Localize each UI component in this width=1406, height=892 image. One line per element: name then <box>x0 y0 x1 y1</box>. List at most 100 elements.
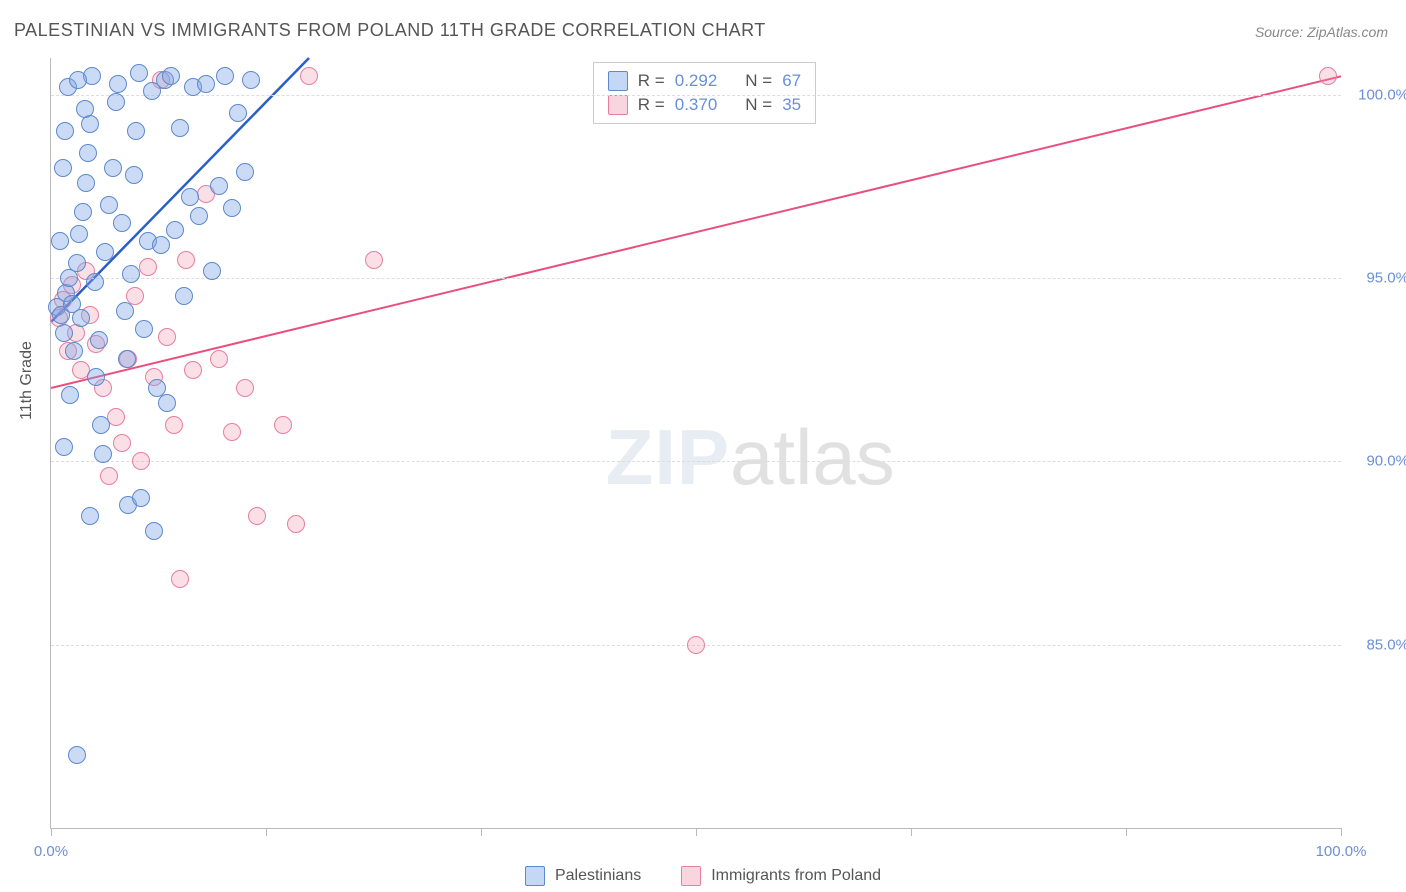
x-tick <box>696 828 697 836</box>
scatter-point-blue <box>54 159 72 177</box>
watermark-zip: ZIP <box>606 413 730 501</box>
n-label: N = <box>745 95 772 115</box>
scatter-point-pink <box>184 361 202 379</box>
x-tick <box>481 828 482 836</box>
scatter-point-blue <box>100 196 118 214</box>
legend-label: Immigrants from Poland <box>711 867 881 885</box>
gridline-h <box>51 278 1341 279</box>
scatter-point-blue <box>87 368 105 386</box>
source-attribution: Source: ZipAtlas.com <box>1255 24 1388 40</box>
scatter-point-blue <box>55 324 73 342</box>
r-value: 0.370 <box>675 95 718 115</box>
scatter-point-blue <box>190 207 208 225</box>
n-value: 67 <box>782 71 801 91</box>
scatter-point-blue <box>158 394 176 412</box>
scatter-point-pink <box>223 423 241 441</box>
scatter-point-pink <box>132 452 150 470</box>
watermark: ZIPatlas <box>606 412 895 503</box>
scatter-point-blue <box>116 302 134 320</box>
legend-item-blue: Palestinians <box>525 866 641 886</box>
scatter-point-pink <box>210 350 228 368</box>
legend-swatch-blue <box>608 71 628 91</box>
y-tick-label: 95.0% <box>1349 270 1406 287</box>
plot-area: ZIPatlas R =0.292N =67R =0.370N =35 85.0… <box>50 58 1341 829</box>
scatter-point-pink <box>236 379 254 397</box>
scatter-point-blue <box>77 174 95 192</box>
scatter-point-blue <box>236 163 254 181</box>
scatter-point-blue <box>145 522 163 540</box>
scatter-point-blue <box>92 416 110 434</box>
scatter-point-blue <box>127 122 145 140</box>
scatter-point-pink <box>287 515 305 533</box>
legend-item-pink: Immigrants from Poland <box>681 866 881 886</box>
scatter-point-blue <box>76 100 94 118</box>
scatter-point-blue <box>203 262 221 280</box>
y-axis-label: 11th Grade <box>18 341 36 420</box>
scatter-point-pink <box>158 328 176 346</box>
r-label: R = <box>638 71 665 91</box>
scatter-point-blue <box>229 104 247 122</box>
scatter-point-pink <box>365 251 383 269</box>
scatter-point-pink <box>165 416 183 434</box>
scatter-point-blue <box>113 214 131 232</box>
scatter-point-pink <box>113 434 131 452</box>
scatter-point-pink <box>139 258 157 276</box>
legend-swatch-blue <box>525 866 545 886</box>
scatter-point-pink <box>274 416 292 434</box>
scatter-point-pink <box>1319 67 1337 85</box>
x-tick <box>1126 828 1127 836</box>
scatter-point-blue <box>152 236 170 254</box>
scatter-point-pink <box>171 570 189 588</box>
scatter-point-blue <box>242 71 260 89</box>
scatter-point-pink <box>100 467 118 485</box>
scatter-point-blue <box>61 386 79 404</box>
scatter-point-blue <box>65 342 83 360</box>
x-tick <box>1341 828 1342 836</box>
watermark-atlas: atlas <box>730 413 895 501</box>
scatter-point-blue <box>162 67 180 85</box>
scatter-point-blue <box>68 254 86 272</box>
x-tick <box>51 828 52 836</box>
scatter-point-blue <box>210 177 228 195</box>
scatter-point-blue <box>175 287 193 305</box>
legend-swatch-pink <box>608 95 628 115</box>
scatter-point-blue <box>135 320 153 338</box>
scatter-point-blue <box>223 199 241 217</box>
series-legend: Palestinians Immigrants from Poland <box>0 866 1406 886</box>
scatter-point-blue <box>107 93 125 111</box>
scatter-point-blue <box>69 71 87 89</box>
scatter-point-blue <box>81 507 99 525</box>
scatter-point-blue <box>125 166 143 184</box>
x-tick-label: 0.0% <box>34 843 68 860</box>
scatter-point-pink <box>177 251 195 269</box>
y-tick-label: 85.0% <box>1349 636 1406 653</box>
x-tick-label: 100.0% <box>1316 843 1367 860</box>
scatter-point-blue <box>104 159 122 177</box>
n-label: N = <box>745 71 772 91</box>
scatter-point-blue <box>74 203 92 221</box>
correlation-legend-row: R =0.370N =35 <box>608 93 801 117</box>
scatter-point-blue <box>96 243 114 261</box>
scatter-point-blue <box>109 75 127 93</box>
scatter-point-pink <box>248 507 266 525</box>
scatter-point-blue <box>132 489 150 507</box>
scatter-point-blue <box>55 438 73 456</box>
scatter-point-blue <box>122 265 140 283</box>
legend-label: Palestinians <box>555 867 641 885</box>
scatter-point-blue <box>216 67 234 85</box>
scatter-point-blue <box>51 232 69 250</box>
r-label: R = <box>638 95 665 115</box>
scatter-point-blue <box>68 746 86 764</box>
scatter-point-blue <box>94 445 112 463</box>
x-tick <box>911 828 912 836</box>
scatter-point-blue <box>130 64 148 82</box>
gridline-h <box>51 461 1341 462</box>
scatter-point-blue <box>86 273 104 291</box>
scatter-point-blue <box>72 309 90 327</box>
scatter-point-pink <box>300 67 318 85</box>
gridline-h <box>51 95 1341 96</box>
scatter-point-pink <box>687 636 705 654</box>
scatter-point-blue <box>181 188 199 206</box>
y-tick-label: 90.0% <box>1349 453 1406 470</box>
r-value: 0.292 <box>675 71 718 91</box>
